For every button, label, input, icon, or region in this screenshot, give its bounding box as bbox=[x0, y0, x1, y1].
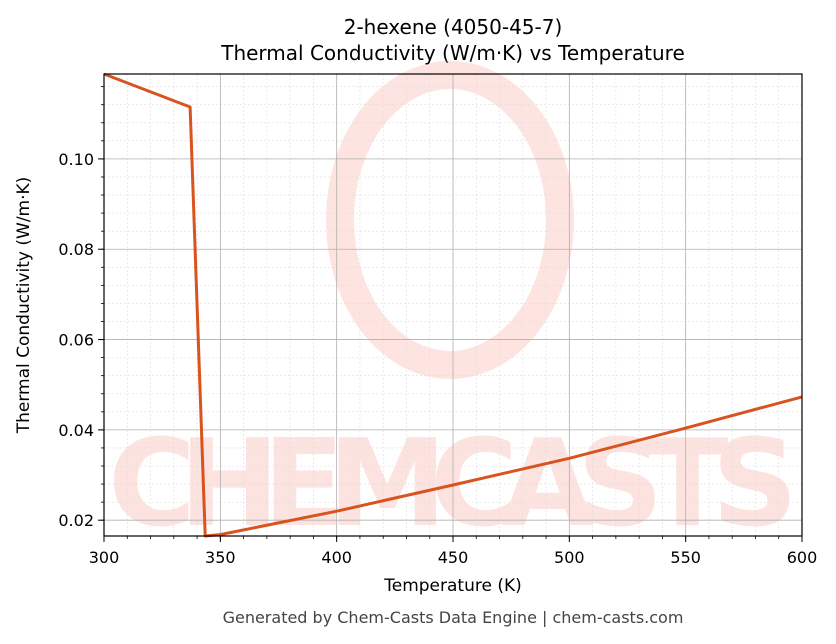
x-tick-label: 600 bbox=[787, 548, 818, 567]
y-tick-label: 0.02 bbox=[58, 511, 94, 530]
x-tick-label: 400 bbox=[321, 548, 352, 567]
chart-subtitle: Thermal Conductivity (W/m·K) vs Temperat… bbox=[221, 41, 685, 65]
x-tick-label: 300 bbox=[89, 548, 120, 567]
x-axis-label: Temperature (K) bbox=[384, 576, 522, 596]
y-tick-label: 0.08 bbox=[58, 240, 94, 259]
y-tick-label: 0.04 bbox=[58, 421, 94, 440]
x-tick-label: 450 bbox=[438, 548, 469, 567]
chart-title: 2-hexene (4050-45-7) bbox=[343, 15, 563, 39]
y-tick-label: 0.06 bbox=[58, 331, 94, 350]
x-tick-label: 550 bbox=[670, 548, 701, 567]
y-tick-label: 0.10 bbox=[58, 150, 94, 169]
y-axis-label: Thermal Conductivity (W/m·K) bbox=[14, 176, 34, 434]
data-line bbox=[103, 72, 803, 538]
x-tick-label: 350 bbox=[205, 548, 236, 567]
watermark-logo-icon bbox=[326, 61, 574, 379]
x-tick-label: 500 bbox=[554, 548, 585, 567]
footer-credit: Generated by Chem-Casts Data Engine | ch… bbox=[222, 608, 684, 627]
